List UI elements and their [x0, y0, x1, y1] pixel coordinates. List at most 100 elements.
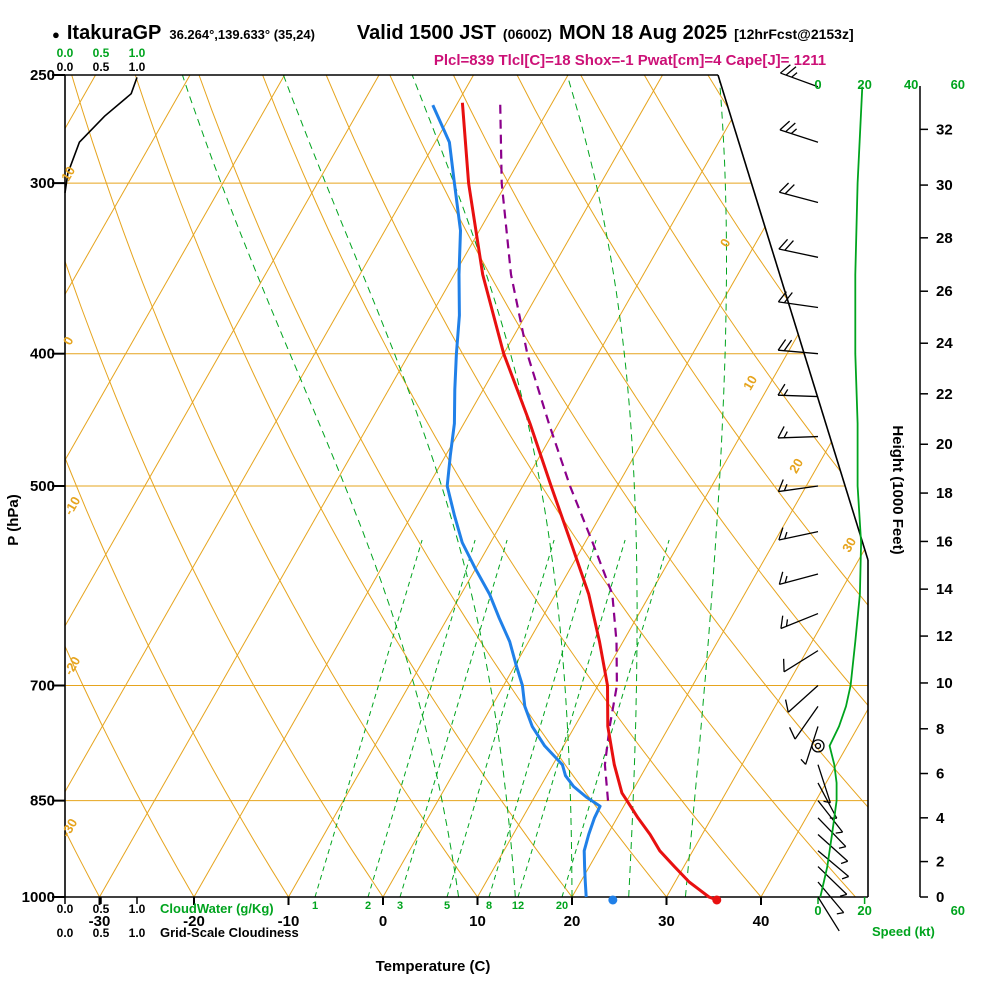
mixing-ratio-line: [517, 539, 626, 897]
dry-adiabat-line: [65, 75, 311, 897]
cloudwater-scale-top: 1.0: [129, 46, 146, 60]
speed-scale-top: 60: [951, 77, 965, 92]
height-tick-label: 28: [936, 230, 953, 247]
cloudwater-profile-line: [64, 77, 138, 194]
isotherm-line: [65, 75, 380, 897]
moist-adiabat-line: [566, 75, 638, 897]
dry-adiabat-line: [65, 75, 215, 897]
sounding-profiles: [431, 102, 722, 905]
cloudiness-scale-bottom: 1.0: [129, 926, 146, 940]
valid-date: MON 18 Aug 2025: [558, 22, 728, 44]
isotherm-label-left: 10: [58, 164, 78, 184]
moist-adiabat-line: [282, 75, 516, 897]
isotherm-line: [65, 75, 285, 897]
wind-barb-half: [841, 875, 849, 880]
dry-adiabat-line: [643, 75, 868, 897]
cloudiness-axis-title: Grid-Scale Cloudiness: [160, 925, 299, 940]
mixing-ratio-label: 5: [444, 900, 450, 912]
cloudwater-scale-top: 0.0: [57, 46, 74, 60]
wind-barb-half: [835, 831, 843, 834]
dry-adiabat-line: [899, 75, 1000, 932]
parcel-curve: [499, 102, 619, 801]
wind-barb-half: [839, 893, 847, 897]
pressure-tick-label: 500: [30, 478, 55, 495]
speed-scale-top: 20: [857, 77, 871, 92]
wind-barb-half: [784, 531, 788, 539]
station-coords: 36.264°,139.633° (35,24): [169, 27, 315, 42]
dry-adiabat-line: [452, 75, 868, 897]
moisture-grid: [181, 75, 727, 897]
isotherm-label-left: -30: [58, 816, 80, 840]
temp-tick-label: 0: [379, 913, 387, 930]
temp-tick-label: -30: [89, 913, 111, 930]
dry-adiabat-line: [65, 75, 408, 897]
height-axis-title: Height (1000 Feet): [889, 425, 906, 554]
wind-barb-half: [791, 72, 798, 78]
surface-dew-dot: [608, 895, 618, 905]
plot-frame-line: [717, 74, 869, 561]
wind-barb-half: [784, 575, 788, 583]
wind-barb-full: [777, 383, 786, 396]
cloudwater-scale-bottom: 0.5: [93, 902, 110, 916]
wind-barb-full: [778, 182, 790, 193]
wind-barb-half: [790, 128, 798, 135]
temp-tick-label: 40: [753, 913, 770, 930]
wind-barb-staff: [778, 301, 819, 309]
isotherm-line: [288, 75, 758, 897]
station-bullet-icon: ●: [52, 27, 60, 42]
wind-barb-staff: [817, 764, 831, 803]
wind-barb-full: [777, 291, 787, 303]
isotherm-label-right: 0: [717, 236, 734, 250]
dewpoint-curve: [431, 104, 602, 898]
speed-scale-bottom: 20: [857, 903, 871, 918]
isotherm-line: [666, 75, 868, 897]
dry-adiabat-line: [325, 75, 868, 897]
isotherm-line: [193, 75, 663, 897]
height-tick-label: 26: [936, 283, 953, 300]
wind-barb-half: [823, 800, 831, 804]
pressure-tick-label: 1000: [22, 889, 55, 906]
wind-barb-half: [783, 483, 788, 491]
wind-barb-full: [788, 727, 796, 740]
cloudiness-scale-top: 0.5: [93, 60, 110, 74]
wind-barb-full: [777, 426, 785, 439]
wind-barb-staff: [817, 782, 838, 819]
dry-adiabat-line: [834, 75, 868, 897]
wind-barb-half: [836, 911, 844, 915]
wind-barb-staff: [817, 850, 850, 877]
height-tick-label: 0: [936, 889, 944, 906]
wind-barb-full: [780, 615, 784, 629]
isotherm-label-right: 20: [786, 456, 806, 476]
dry-adiabat-line: [707, 75, 868, 897]
wind-barb-full: [783, 292, 793, 304]
wind-barb-staff: [817, 896, 840, 932]
wind-barb-half: [838, 845, 846, 849]
speed-scale-bottom: 0: [814, 903, 821, 918]
forecast-tag: [12hrFcst@2153z]: [734, 26, 854, 42]
cloudwater-scale-bottom: 0.0: [57, 902, 74, 916]
wind-barb-full: [777, 339, 787, 351]
chart-header: ● ItakuraGP 36.264°,139.633° (35,24) Val…: [52, 22, 854, 45]
height-tick-label: 2: [936, 854, 944, 871]
temp-tick-label: 10: [469, 913, 486, 930]
wind-barb-half: [840, 860, 848, 865]
chart-labels: 0246810121416182022242628303225030040050…: [5, 46, 965, 975]
wind-barb-full: [778, 527, 784, 541]
wind-barb-staff: [787, 685, 819, 713]
isotherm-label-right: 30: [839, 535, 859, 555]
dry-adiabat-line: [71, 75, 504, 897]
height-tick-label: 6: [936, 766, 944, 783]
wind-barb-full: [777, 479, 784, 492]
mixing-ratio-label: 2: [365, 900, 371, 912]
dry-adiabat-line: [516, 75, 868, 897]
height-tick-label: 4: [936, 810, 945, 827]
wind-barb-full: [784, 184, 795, 195]
wind-barb-full: [784, 240, 794, 251]
dry-adiabat-line: [65, 75, 119, 897]
speed-scale-top: 0: [814, 77, 821, 92]
dry-adiabat-line: [262, 75, 792, 897]
surface-temp-dot: [712, 895, 722, 905]
height-tick-label: 10: [936, 675, 953, 692]
